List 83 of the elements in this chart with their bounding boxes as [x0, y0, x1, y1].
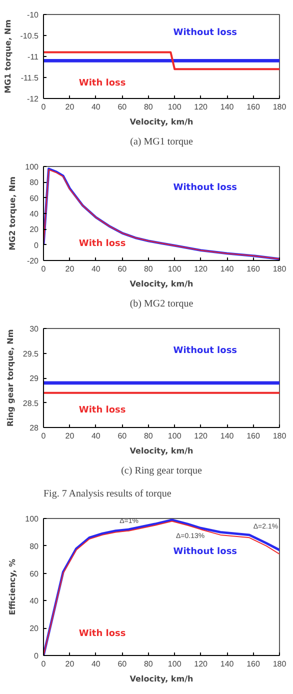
y-tick-label: 28: [30, 424, 40, 432]
x-tick-label: 120: [194, 264, 208, 274]
y-axis-title: MG2 torque, Nm: [8, 176, 18, 250]
y-tick-label: 40: [30, 596, 40, 606]
x-tick-label: 80: [144, 432, 154, 440]
x-tick-label: 180: [272, 660, 287, 668]
x-axis-title: Velocity, km/h: [130, 118, 194, 126]
x-tick-label: 60: [118, 102, 128, 112]
x-tick-label: 120: [194, 102, 208, 112]
x-tick-label: 160: [246, 432, 260, 440]
x-tick-label: 100: [168, 432, 182, 440]
y-tick-label: 20: [30, 624, 40, 634]
x-tick-label: 100: [168, 264, 182, 274]
series-label: With loss: [78, 406, 126, 416]
series-label: With loss: [78, 239, 126, 250]
y-tick-label: 80: [30, 542, 40, 551]
series-label: Without loss: [173, 546, 238, 557]
text: With loss: [78, 629, 126, 640]
x-tick-label: 0: [41, 264, 46, 274]
x-tick-label: 140: [220, 660, 234, 668]
text: (c) Ring gear torque: [121, 466, 202, 476]
y-tick-label: -11.5: [20, 74, 40, 82]
x-tick-label: 0: [41, 102, 46, 112]
x-axis-title: Velocity, km/h: [130, 446, 194, 456]
x-tick-label: 100: [168, 660, 182, 668]
y-tick-label: 20: [30, 225, 40, 234]
x-tick-label: 20: [65, 102, 75, 112]
y-tick-label: -10: [26, 10, 40, 20]
x-tick-label: 80: [144, 660, 154, 668]
x-tick-label: 20: [65, 264, 75, 274]
y-tick-label: -10.5: [20, 32, 40, 40]
x-tick-label: 100: [168, 102, 182, 112]
y-tick-label: 60: [30, 194, 40, 203]
y-tick-label: 100: [25, 162, 40, 172]
x-tick-label: 180: [272, 264, 287, 274]
y-axis-title: MG1 torque, Nm: [3, 20, 12, 94]
x-tick-label: 120: [194, 432, 208, 440]
x-tick-label: 60: [118, 432, 128, 440]
x-axis-title: Velocity, km/h: [130, 280, 194, 288]
y-tick-label: 100: [25, 514, 40, 524]
x-tick-label: 140: [220, 264, 234, 274]
y-tick-label: 60: [30, 569, 40, 578]
y-tick-label: -20: [26, 256, 40, 266]
x-tick-label: 20: [65, 432, 75, 440]
y-tick-label: 29.5: [22, 349, 40, 358]
x-tick-label: 40: [91, 264, 101, 274]
x-tick-label: 20: [65, 660, 75, 668]
x-tick-label: 160: [246, 660, 260, 668]
x-tick-label: 60: [118, 660, 128, 668]
x-tick-label: 160: [246, 264, 260, 274]
y-tick-label: 40: [30, 210, 40, 218]
x-tick-label: 80: [144, 102, 154, 112]
y-tick-label: 28.5: [22, 398, 40, 408]
x-tick-label: 140: [220, 102, 234, 112]
y-tick-label: 0: [34, 240, 40, 250]
x-tick-label: 40: [91, 432, 101, 440]
x-tick-label: 140: [220, 432, 234, 440]
y-tick-label: -12: [26, 94, 40, 104]
y-tick-label: -11: [28, 52, 40, 62]
x-tick-label: 40: [91, 660, 101, 668]
text: (a) MG1 torque: [130, 136, 194, 148]
y-axis-title: Efficiency, %: [8, 558, 18, 616]
x-tick-label: 0: [41, 432, 46, 440]
x-tick-label: 160: [246, 102, 260, 112]
text: With loss: [78, 78, 126, 88]
y-tick-label: 80: [30, 178, 40, 188]
x-tick-label: 180: [272, 102, 287, 112]
y-tick-label: 29: [30, 374, 40, 383]
x-tick-label: 80: [144, 264, 154, 274]
x-tick-label: 60: [118, 264, 128, 274]
y-tick-label: 0: [34, 652, 40, 660]
x-axis-title: Velocity, km/h: [130, 674, 194, 684]
x-tick-label: 180: [272, 432, 287, 440]
y-tick-label: 30: [30, 324, 40, 334]
text: Without loss: [173, 182, 238, 193]
y-axis-title: Ring gear torque, Nm: [6, 329, 15, 427]
text: Without loss: [173, 28, 238, 38]
caption: Fig. 7 Analysis results of torque: [44, 488, 172, 500]
x-tick-label: 120: [194, 660, 208, 668]
x-tick-label: 0: [41, 660, 46, 668]
x-tick-label: 40: [91, 102, 101, 112]
text: Without loss: [173, 346, 238, 356]
text: (b) MG2 torque: [130, 298, 194, 310]
